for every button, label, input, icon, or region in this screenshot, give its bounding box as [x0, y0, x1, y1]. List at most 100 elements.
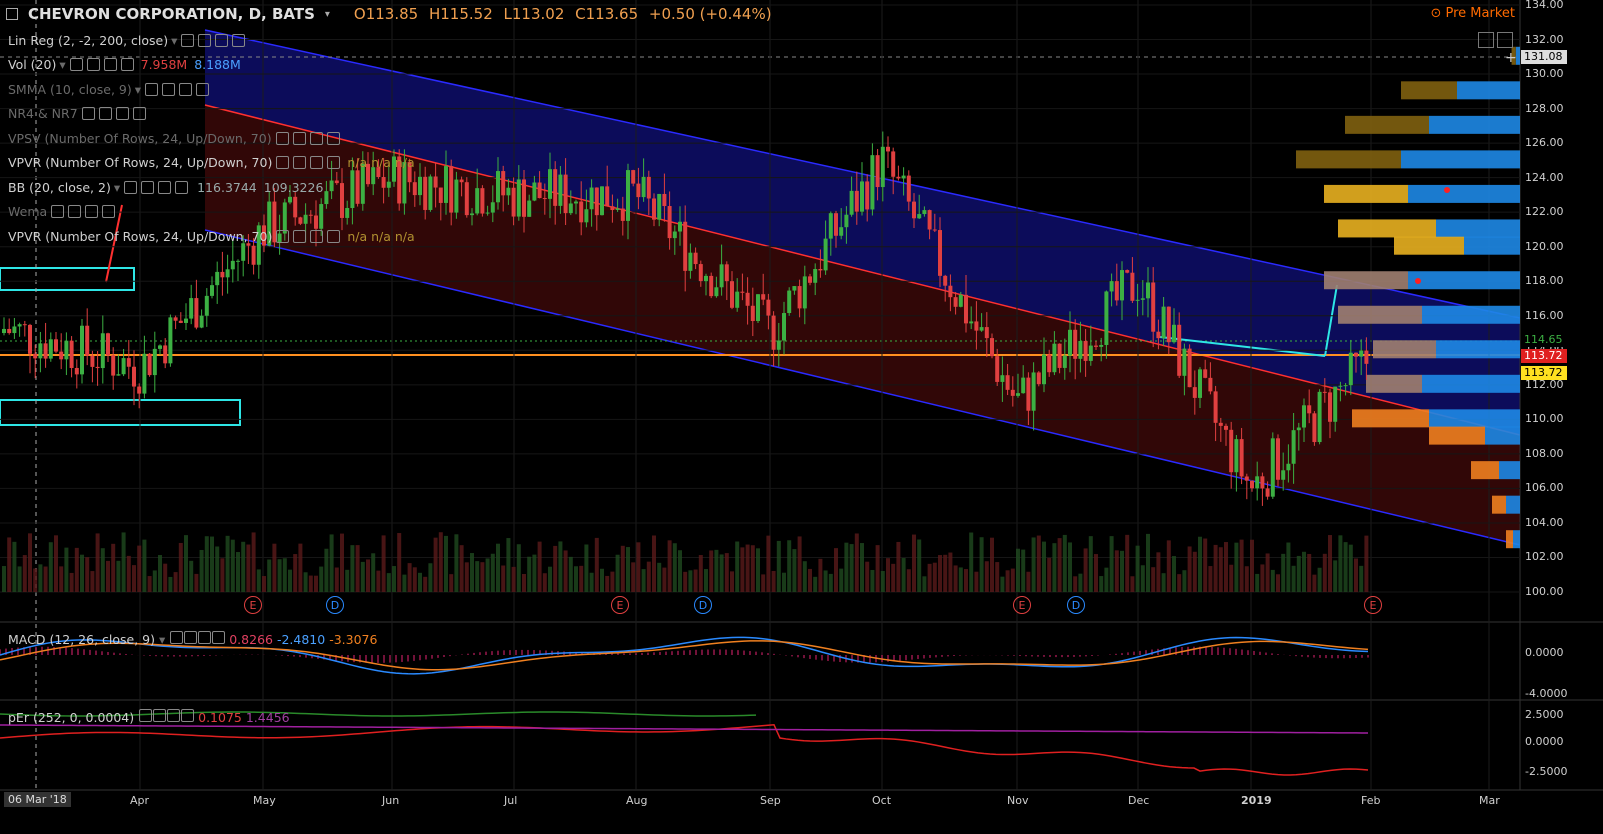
- legend-nr[interactable]: NR4 & NR7: [8, 104, 146, 122]
- candle-body[interactable]: [168, 317, 173, 364]
- candle-body[interactable]: [922, 210, 927, 215]
- candle-body[interactable]: [1000, 375, 1005, 382]
- candle-body[interactable]: [875, 155, 880, 188]
- candle-body[interactable]: [886, 146, 890, 152]
- candle-body[interactable]: [163, 345, 168, 364]
- candle-body[interactable]: [100, 333, 105, 369]
- candle-body[interactable]: [709, 275, 714, 297]
- candle-body[interactable]: [1208, 377, 1213, 392]
- candle-body[interactable]: [938, 230, 942, 276]
- collapse-icon[interactable]: [6, 8, 18, 20]
- candle-body[interactable]: [646, 176, 651, 199]
- candle-body[interactable]: [548, 169, 552, 199]
- candle-body[interactable]: [558, 174, 563, 206]
- candle-body[interactable]: [251, 245, 256, 265]
- candle-body[interactable]: [808, 276, 812, 283]
- candle-body[interactable]: [407, 162, 412, 183]
- candle-body[interactable]: [334, 180, 339, 184]
- candle-body[interactable]: [979, 327, 984, 331]
- candle-body[interactable]: [48, 339, 53, 359]
- candle-body[interactable]: [1192, 387, 1197, 398]
- legend-vpsv[interactable]: VPSV (Number Of Rows, 24, Up/Down, 70): [8, 129, 340, 147]
- candle-body[interactable]: [797, 286, 802, 309]
- candle-body[interactable]: [64, 340, 69, 360]
- candle-body[interactable]: [282, 202, 287, 234]
- candle-body[interactable]: [158, 345, 162, 349]
- candle-body[interactable]: [1354, 352, 1358, 357]
- candle-body[interactable]: [620, 208, 625, 221]
- candle-body[interactable]: [288, 196, 292, 203]
- annotation-cyan-line-2[interactable]: [1324, 284, 1338, 357]
- candle-body[interactable]: [1021, 377, 1026, 394]
- candle-body[interactable]: [1146, 282, 1150, 299]
- candle-body[interactable]: [891, 151, 896, 177]
- candle-body[interactable]: [1359, 350, 1364, 357]
- candle-body[interactable]: [480, 188, 485, 214]
- candle-body[interactable]: [730, 281, 734, 308]
- candle-body[interactable]: [678, 221, 682, 232]
- candle-body[interactable]: [1068, 329, 1072, 356]
- candle-body[interactable]: [1099, 344, 1104, 347]
- candle-body[interactable]: [178, 320, 183, 323]
- candle-body[interactable]: [1343, 385, 1348, 387]
- candle-body[interactable]: [204, 295, 209, 316]
- candle-body[interactable]: [901, 175, 906, 179]
- candle-body[interactable]: [210, 285, 214, 296]
- candle-body[interactable]: [215, 271, 220, 286]
- earnings-marker[interactable]: E: [1013, 596, 1031, 614]
- candle-body[interactable]: [1104, 291, 1109, 345]
- earnings-marker[interactable]: E: [1364, 596, 1382, 614]
- candle-body[interactable]: [454, 179, 459, 213]
- candle-body[interactable]: [74, 367, 79, 375]
- candle-body[interactable]: [1312, 413, 1317, 443]
- legend-macd[interactable]: MACD (12, 26, close, 9) ▾ 0.8266 -2.4810…: [8, 631, 378, 647]
- candle-body[interactable]: [516, 179, 521, 217]
- legend-linreg[interactable]: Lin Reg (2, -2, 200, close) ▾: [8, 31, 246, 49]
- candle-body[interactable]: [589, 187, 594, 210]
- candle-body[interactable]: [615, 208, 620, 211]
- candle-body[interactable]: [522, 179, 526, 217]
- candle-body[interactable]: [95, 366, 100, 369]
- candle-body[interactable]: [199, 315, 204, 328]
- candle-body[interactable]: [553, 169, 558, 206]
- candle-body[interactable]: [1016, 393, 1020, 396]
- candle-body[interactable]: [241, 243, 246, 261]
- candle-body[interactable]: [1042, 354, 1046, 385]
- candle-body[interactable]: [870, 155, 875, 210]
- candle-body[interactable]: [1114, 281, 1119, 301]
- candle-body[interactable]: [340, 183, 344, 218]
- earnings-marker[interactable]: E: [611, 596, 629, 614]
- candle-body[interactable]: [1270, 438, 1275, 497]
- candle-body[interactable]: [511, 187, 516, 217]
- candle-body[interactable]: [381, 177, 386, 188]
- candle-body[interactable]: [683, 221, 688, 271]
- candle-body[interactable]: [490, 202, 495, 213]
- candle-body[interactable]: [771, 315, 776, 350]
- candle-body[interactable]: [532, 182, 537, 201]
- candle-body[interactable]: [896, 176, 901, 179]
- candle-body[interactable]: [449, 166, 454, 213]
- candle-body[interactable]: [1260, 476, 1265, 489]
- candle-body[interactable]: [792, 286, 797, 291]
- candle-body[interactable]: [1265, 488, 1270, 497]
- candle-body[interactable]: [932, 229, 937, 231]
- candle-body[interactable]: [1052, 343, 1057, 373]
- candle-body[interactable]: [787, 290, 792, 314]
- candle-body[interactable]: [1255, 476, 1260, 489]
- candle-body[interactable]: [1307, 405, 1312, 414]
- candle-body[interactable]: [277, 233, 282, 243]
- candle-body[interactable]: [12, 326, 17, 334]
- candle-body[interactable]: [293, 196, 298, 218]
- candle-body[interactable]: [220, 271, 225, 278]
- candle-body[interactable]: [537, 182, 542, 199]
- candle-body[interactable]: [1276, 438, 1280, 480]
- add-icon[interactable]: +: [1505, 50, 1517, 66]
- candle-body[interactable]: [1244, 476, 1249, 481]
- candle-body[interactable]: [776, 340, 781, 350]
- candle-body[interactable]: [1198, 369, 1202, 398]
- candle-body[interactable]: [974, 321, 979, 331]
- candle-body[interactable]: [906, 175, 911, 202]
- candle-body[interactable]: [418, 176, 422, 196]
- candle-body[interactable]: [308, 214, 313, 216]
- candle-body[interactable]: [402, 162, 407, 204]
